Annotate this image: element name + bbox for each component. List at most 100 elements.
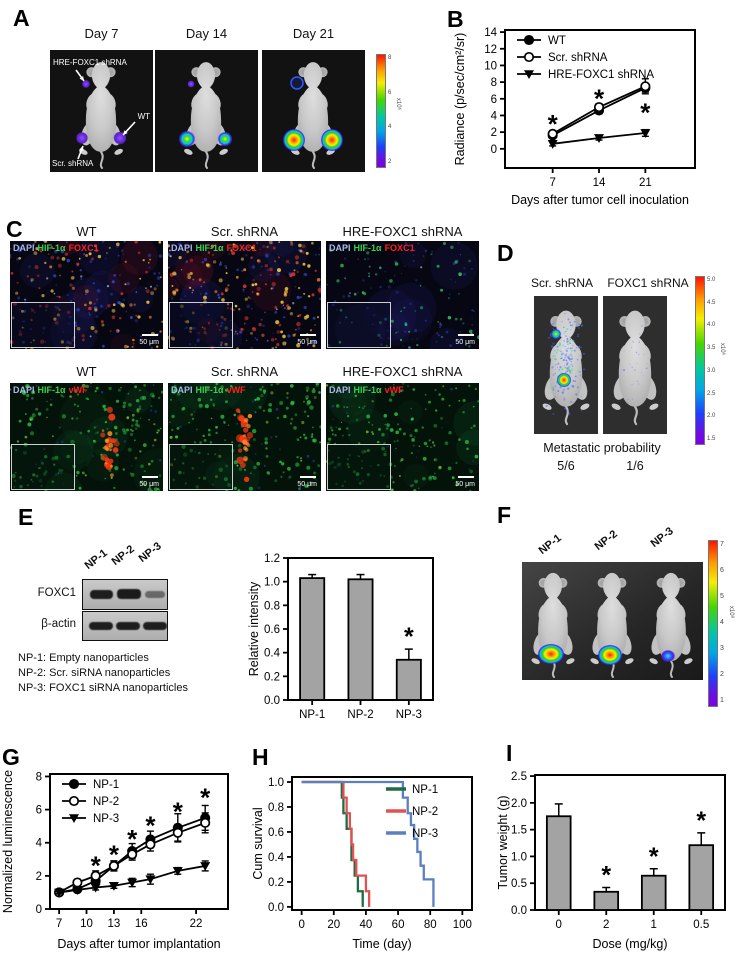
scale-label: 50 μm: [297, 339, 317, 346]
svg-text:Relative intensity: Relative intensity: [247, 581, 261, 676]
blot-row-bactin: β-actin: [41, 618, 76, 630]
panel-f-lane-np3: NP-3: [648, 525, 676, 550]
colorbar-f-gradient: [708, 540, 718, 707]
svg-text:2.0: 2.0: [511, 798, 527, 810]
colorbar-tick: 2: [720, 671, 724, 678]
svg-text:100: 100: [453, 919, 472, 931]
panel-a-day7-title: Day 7: [84, 26, 119, 41]
colorbar-a: 8 6 4 2 x10⁶: [376, 54, 401, 168]
chart-tumor-weight: 0.0 0.5 1.0 1.5 2.0 2.5 0 2 1 0.5 Dose (mg/kg) Tumo…: [496, 771, 726, 951]
marker-label-hif1a: HIF-1α: [195, 385, 224, 395]
svg-text:NP-3: NP-3: [396, 709, 422, 721]
panel-c-col3-title: HRE-FOXC1 shRNA: [342, 224, 463, 239]
annotation-scr-shrna: Scr. shRNA: [52, 159, 94, 168]
panel-d-title-scr: Scr. shRNA: [530, 276, 593, 290]
marker-label-hif1a: HIF-1α: [37, 243, 66, 253]
svg-text:*: *: [173, 797, 184, 827]
marker-label-foxc1: FOXC1: [226, 243, 257, 253]
metastasis-photo-foxc1: [603, 296, 667, 434]
panel-c-col2-title2: Scr. shRNA: [210, 364, 279, 379]
micrograph-foxc1-scr: DAPI HIF-1α FOXC1 50 μm: [168, 241, 321, 349]
micrograph-vwf-scr: DAPI HIF-1α vWF 50 μm: [168, 383, 321, 491]
svg-text:Cum survival: Cum survival: [251, 807, 265, 879]
chart-relative-intensity: 0.0 0.2 0.4 0.6 0.8 1.0 1.2 NP-1 NP-2 NP-3 Relativ…: [247, 553, 434, 721]
marker-label-hif1a: HIF-1α: [37, 385, 66, 395]
panel-a-day21-title: Day 21: [292, 26, 335, 41]
panel-c-label: C: [6, 216, 23, 242]
svg-text:1.0: 1.0: [264, 577, 280, 589]
svg-text:22: 22: [190, 918, 203, 930]
colorbar-tick: 6: [720, 567, 724, 574]
metastatic-probability-foxc1: 1/6: [626, 459, 644, 473]
svg-text:10: 10: [484, 60, 497, 72]
panel-f-label: F: [497, 502, 512, 528]
svg-text:7: 7: [549, 177, 555, 189]
micrograph-inset: [11, 302, 75, 348]
svg-text:Normalized luminescence: Normalized luminescence: [1, 770, 15, 913]
western-blot-bactin: [82, 611, 168, 641]
colorbar-tick: 1.5: [707, 435, 716, 442]
colorbar-f: 7 6 5 4 3 2 1 x10⁸: [708, 540, 734, 707]
scale-bar: [300, 334, 316, 336]
colorbar-tick: 8: [388, 55, 392, 61]
svg-text:0.0: 0.0: [264, 695, 280, 707]
micrograph-inset: [169, 444, 233, 490]
mouse-photo-day14: [155, 50, 258, 172]
colorbar-f-ticks: 7 6 5 4 3 2 1: [720, 540, 724, 705]
svg-text:1.5: 1.5: [511, 825, 527, 837]
micrograph-inset: [327, 444, 391, 490]
svg-text:0.5: 0.5: [511, 878, 527, 890]
svg-text:*: *: [91, 850, 102, 880]
svg-text:4: 4: [491, 110, 498, 122]
colorbar-tick: 3.5: [707, 345, 716, 352]
svg-text:20: 20: [327, 919, 340, 931]
blot-band: [116, 622, 140, 630]
panel-e-label: E: [18, 504, 34, 530]
svg-text:0.0: 0.0: [268, 902, 284, 914]
colorbar-tick: 3: [720, 645, 724, 652]
scale-bar: [458, 476, 474, 478]
colorbar-d-ticks: 5.0 4.5 4.0 3.5 3.0 2.5 2.0 1.5: [707, 276, 715, 443]
marker-label-vwf: vWF: [68, 385, 88, 395]
blot-band: [145, 591, 165, 598]
nanoparticle-mice-photo: [522, 562, 703, 680]
svg-text:NP-2: NP-2: [347, 709, 373, 721]
scale-label: 50 μm: [139, 481, 159, 488]
blot-band: [90, 590, 113, 599]
svg-text:7: 7: [56, 918, 62, 930]
svg-text:NP-1: NP-1: [93, 779, 119, 791]
panel-d-label: D: [497, 240, 514, 266]
svg-text:*: *: [601, 862, 611, 890]
svg-text:HRE-FOXC1 shRNA: HRE-FOXC1 shRNA: [548, 69, 654, 81]
svg-text:*: *: [548, 109, 559, 139]
chart-normalized-luminescence: 0 2 4 6 8 7 10 13 16 22 Days after tumor implantat…: [1, 770, 229, 951]
colorbar-tick: 5: [720, 593, 724, 600]
svg-text:0.2: 0.2: [268, 877, 284, 889]
svg-text:NP-2: NP-2: [412, 806, 438, 818]
svg-text:0: 0: [36, 904, 42, 916]
micrograph-foxc1-hre: DAPI HIF-1α FOXC1 50 μm: [326, 241, 479, 349]
svg-text:Time (day): Time (day): [352, 937, 411, 951]
svg-text:0.0: 0.0: [511, 905, 527, 917]
scale-label: 50 μm: [139, 339, 159, 346]
panel-d-title-foxc1: FOXC1 shRNA: [607, 276, 689, 290]
svg-text:*: *: [594, 83, 605, 113]
metastatic-probability-scr: 5/6: [557, 459, 575, 473]
svg-text:*: *: [640, 97, 651, 127]
panel-c-col1-title: WT: [76, 224, 97, 239]
blot-band: [143, 622, 167, 630]
svg-text:WT: WT: [548, 35, 566, 47]
svg-text:Days after tumor implantation: Days after tumor implantation: [57, 937, 220, 951]
svg-text:0.8: 0.8: [268, 802, 284, 814]
colorbar-tick: 1: [720, 697, 724, 704]
svg-text:Scr. shRNA: Scr. shRNA: [548, 52, 608, 64]
metastatic-probability-caption: Metastatic probability: [543, 441, 661, 455]
svg-text:21: 21: [639, 177, 652, 189]
svg-text:NP-3: NP-3: [93, 813, 119, 825]
panel-c-col2-title: Scr. shRNA: [210, 224, 279, 239]
marker-label-foxc1: FOXC1: [384, 243, 415, 253]
panel-f-lane-np1: NP-1: [536, 532, 564, 557]
svg-text:1.0: 1.0: [511, 851, 527, 863]
mouse-photo-day7: HRE-FOXC1 shRNA WT Scr. shRNA: [50, 50, 153, 172]
